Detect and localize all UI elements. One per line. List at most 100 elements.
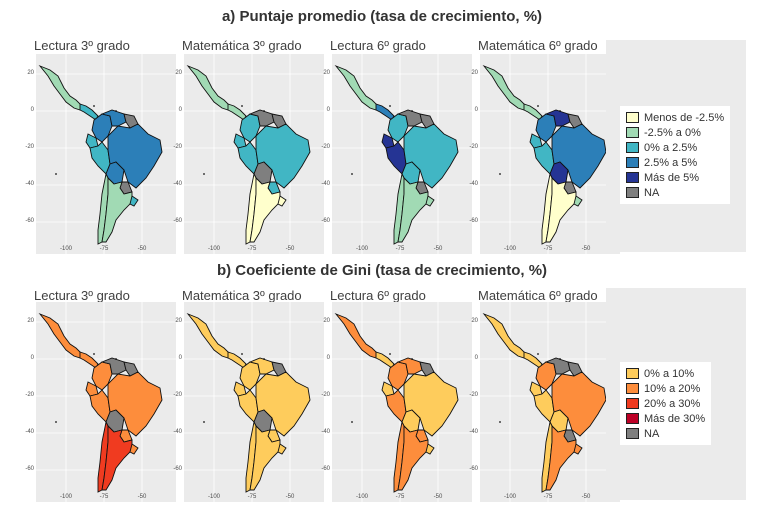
y-tick-label: -20 <box>469 392 478 398</box>
island-marker <box>351 421 353 423</box>
legend-label: NA <box>644 427 660 440</box>
country-uruguay <box>573 443 583 455</box>
country-central-america <box>523 351 543 369</box>
section_b-map-panel-1 <box>36 302 176 502</box>
island-marker <box>537 105 539 107</box>
country-venezuela <box>100 109 127 127</box>
y-tick-label: 20 <box>471 318 478 324</box>
choropleth-map <box>480 302 620 502</box>
section_b-panel-1-title: Lectura 3º grado <box>34 288 130 303</box>
x-tick-label: -50 <box>433 246 443 252</box>
country-mexico <box>38 64 85 111</box>
x-tick-label: -75 <box>247 494 257 500</box>
section_b-map-panel-4 <box>480 302 620 502</box>
country-mexico <box>186 312 233 359</box>
country-uruguay <box>573 195 583 207</box>
y-tick-label: -20 <box>321 392 330 398</box>
island-marker <box>263 110 265 112</box>
country-peru <box>89 141 111 175</box>
section_b-panel-3-title: Lectura 6º grado <box>330 288 426 303</box>
y-tick-label: -60 <box>25 466 34 472</box>
section_a-map-panel-3 <box>332 54 472 254</box>
y-tick-label: 0 <box>326 107 330 113</box>
y-tick-label: 0 <box>30 355 34 361</box>
country-mexico <box>482 64 529 111</box>
choropleth-map <box>184 54 324 254</box>
x-tick-label: -75 <box>395 494 405 500</box>
legend-swatch <box>626 413 639 424</box>
y-tick-label: -40 <box>321 181 330 187</box>
y-tick-label: 20 <box>323 70 330 76</box>
x-tick-label: -75 <box>99 494 109 500</box>
island-marker <box>411 110 413 112</box>
x-tick-label: -100 <box>355 246 368 252</box>
country-argentina <box>249 424 281 491</box>
legend-b: 0% a 10% 10% a 20% 20% a 30% Más de 30% NA <box>620 362 712 445</box>
x-tick-label: -100 <box>355 494 368 500</box>
island-marker <box>499 421 501 423</box>
legend-label: 10% a 20% <box>644 382 701 395</box>
country-mexico <box>186 64 233 111</box>
legend-swatch <box>626 127 639 138</box>
y-tick-label: -20 <box>25 144 34 150</box>
y-tick-label: -60 <box>469 218 478 224</box>
y-tick-label: -40 <box>173 429 182 435</box>
y-tick-label: 20 <box>471 70 478 76</box>
country-mexico <box>334 312 381 359</box>
country-peru <box>89 389 111 423</box>
section_b-panel-2-title: Matemática 3º grado <box>182 288 302 303</box>
country-central-america <box>79 103 99 121</box>
b-legend-item: 20% a 30% <box>626 396 705 411</box>
legend-swatch <box>626 172 639 183</box>
y-tick-label: -20 <box>321 144 330 150</box>
x-tick-label: -50 <box>285 246 295 252</box>
country-venezuela <box>544 357 571 375</box>
y-tick-label: -60 <box>469 466 478 472</box>
section-a-title: a) Puntaje promedio (tasa de crecimiento… <box>221 8 543 25</box>
x-tick-label: -50 <box>285 494 295 500</box>
island-marker <box>93 353 95 355</box>
x-tick-label: -75 <box>247 246 257 252</box>
y-tick-label: 0 <box>474 107 478 113</box>
country-central-america <box>79 351 99 369</box>
island-marker <box>93 105 95 107</box>
island-marker <box>389 105 391 107</box>
y-tick-label: 0 <box>178 355 182 361</box>
country-uruguay <box>277 443 287 455</box>
y-tick-label: 0 <box>178 107 182 113</box>
legend-swatch <box>626 428 639 439</box>
island-marker <box>203 173 205 175</box>
x-tick-label: -50 <box>581 246 591 252</box>
country-central-america <box>227 103 247 121</box>
x-tick-label: -75 <box>543 494 553 500</box>
x-tick-label: -100 <box>503 494 516 500</box>
y-tick-label: 0 <box>474 355 478 361</box>
y-tick-label: -40 <box>321 429 330 435</box>
x-tick-label: -50 <box>581 494 591 500</box>
legend-swatch <box>626 157 639 168</box>
island-marker <box>55 173 57 175</box>
country-central-america <box>375 351 395 369</box>
y-tick-label: 20 <box>27 318 34 324</box>
country-uruguay <box>425 195 435 207</box>
country-argentina <box>545 424 577 491</box>
y-tick-label: -20 <box>25 392 34 398</box>
island-marker <box>115 110 117 112</box>
x-tick-label: -100 <box>207 246 220 252</box>
island-marker <box>241 105 243 107</box>
country-peru <box>237 141 259 175</box>
y-tick-label: 0 <box>326 355 330 361</box>
island-marker <box>411 358 413 360</box>
legend-label: Menos de -2.5% <box>644 111 725 124</box>
section_a-panel-3-title: Lectura 6º grado <box>330 38 426 53</box>
legend-label: Más de 30% <box>644 412 706 425</box>
country-central-america <box>375 103 395 121</box>
choropleth-map <box>184 302 324 502</box>
island-marker <box>499 173 501 175</box>
legend-a: Menos de -2.5% -2.5% a 0% 0% a 2.5% 2.5% a … <box>620 106 731 204</box>
country-venezuela <box>248 357 275 375</box>
country-argentina <box>397 424 429 491</box>
y-tick-label: 20 <box>323 318 330 324</box>
y-tick-label: -40 <box>25 429 34 435</box>
section_a-map-panel-1 <box>36 54 176 254</box>
